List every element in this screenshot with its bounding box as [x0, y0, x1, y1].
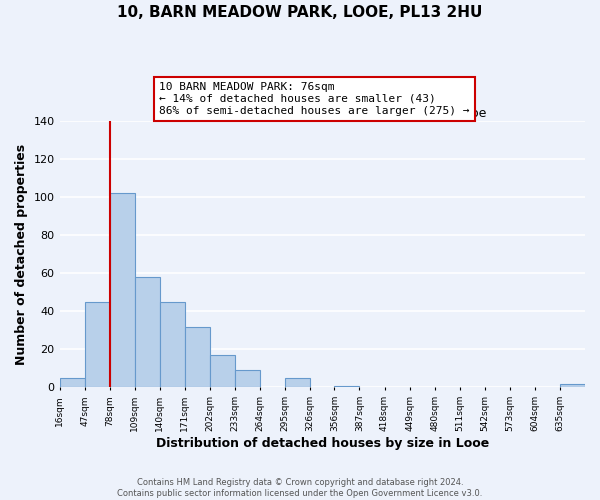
Bar	[135, 277, 160, 388]
Bar	[334, 386, 359, 388]
Bar	[285, 378, 310, 388]
Text: 10, BARN MEADOW PARK, LOOE, PL13 2HU: 10, BARN MEADOW PARK, LOOE, PL13 2HU	[118, 5, 482, 20]
Bar	[185, 326, 210, 388]
Bar	[59, 378, 85, 388]
Text: Contains HM Land Registry data © Crown copyright and database right 2024.
Contai: Contains HM Land Registry data © Crown c…	[118, 478, 482, 498]
X-axis label: Distribution of detached houses by size in Looe: Distribution of detached houses by size …	[155, 437, 489, 450]
Y-axis label: Number of detached properties: Number of detached properties	[15, 144, 28, 364]
Bar	[210, 355, 235, 388]
Bar	[235, 370, 260, 388]
Bar	[560, 384, 585, 388]
Text: 10 BARN MEADOW PARK: 76sqm
← 14% of detached houses are smaller (43)
86% of semi: 10 BARN MEADOW PARK: 76sqm ← 14% of deta…	[160, 82, 470, 116]
Bar	[160, 302, 185, 388]
Bar	[85, 302, 110, 388]
Title: Size of property relative to detached houses in Looe: Size of property relative to detached ho…	[158, 106, 486, 120]
Bar	[110, 193, 135, 388]
